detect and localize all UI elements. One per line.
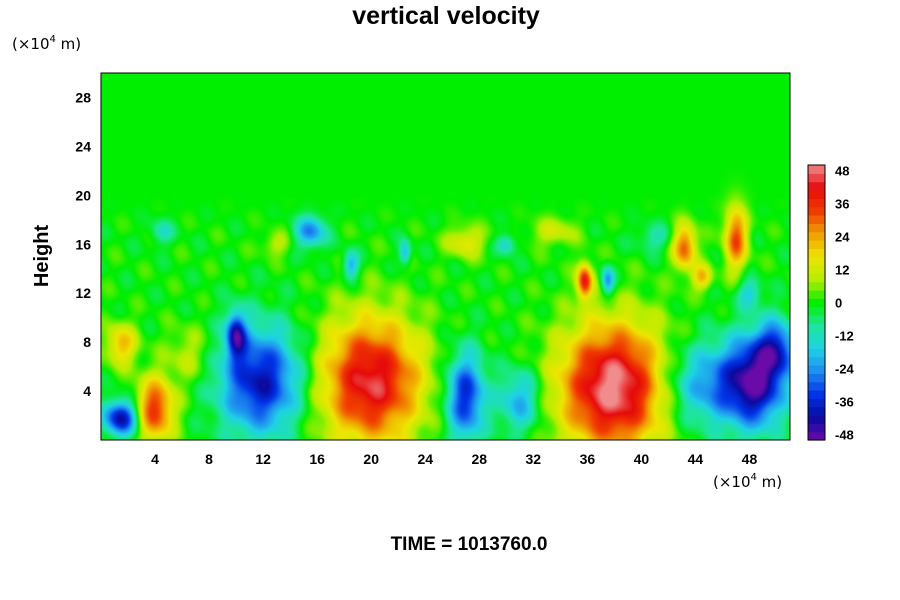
colorbar-swatch bbox=[808, 373, 825, 383]
colorbar-swatch bbox=[808, 265, 825, 274]
colorbar-swatch bbox=[808, 290, 825, 299]
colorbar-swatch bbox=[808, 173, 825, 183]
colorbar-swatch bbox=[808, 223, 825, 233]
colorbar-swatch bbox=[808, 306, 825, 316]
y-tick-label: 12 bbox=[75, 285, 91, 301]
x-tick-label: 32 bbox=[526, 451, 542, 467]
colorbar-swatch bbox=[808, 348, 825, 358]
colorbar-swatch bbox=[808, 206, 825, 216]
colorbar-swatch bbox=[808, 298, 825, 308]
y-tick-label: 4 bbox=[83, 383, 91, 399]
colorbar-swatch bbox=[808, 406, 825, 416]
colorbar-tick-label: 36 bbox=[835, 197, 849, 212]
colorbar-swatch bbox=[808, 365, 825, 374]
y-axis-unit: (×104 m) bbox=[12, 34, 81, 53]
y-tick-labels: 4 8 12 16 20 24 28 bbox=[75, 89, 91, 399]
colorbar-swatch bbox=[808, 231, 825, 241]
colorbar-tick-labels: 48 36 24 12 0 -12 -24 -36 -48 bbox=[835, 164, 855, 443]
y-tick-label: 8 bbox=[83, 334, 91, 350]
x-axis-unit: (×104 m) bbox=[713, 472, 782, 491]
colorbar bbox=[807, 164, 826, 441]
x-tick-label: 16 bbox=[309, 451, 325, 467]
colorbar-swatch bbox=[808, 256, 825, 266]
colorbar-swatch bbox=[808, 165, 825, 174]
x-tick-labels: 4 8 12 16 20 24 28 32 36 40 44 48 bbox=[151, 451, 757, 467]
colorbar-swatch bbox=[808, 273, 825, 283]
colorbar-swatch bbox=[808, 390, 825, 399]
chart-title: vertical velocity bbox=[352, 2, 540, 30]
colorbar-swatch bbox=[808, 198, 825, 208]
x-tick-label: 20 bbox=[363, 451, 379, 467]
velocity-field bbox=[101, 73, 790, 440]
colorbar-tick-label: 0 bbox=[835, 296, 842, 311]
colorbar-tick-label: -24 bbox=[835, 362, 855, 377]
colorbar-swatch bbox=[808, 190, 825, 199]
colorbar-tick-label: 12 bbox=[835, 263, 849, 278]
colorbar-swatch bbox=[808, 331, 825, 341]
colorbar-tick-label: -12 bbox=[835, 329, 854, 344]
colorbar-swatch bbox=[808, 323, 825, 333]
x-tick-label: 24 bbox=[417, 451, 433, 467]
x-tick-label: 12 bbox=[255, 451, 271, 467]
y-axis-label: Height bbox=[31, 225, 53, 288]
y-tick-label: 20 bbox=[75, 187, 91, 203]
colorbar-frame bbox=[807, 164, 826, 441]
colorbar-tick-label: -36 bbox=[835, 395, 854, 410]
x-tick-label: 40 bbox=[634, 451, 650, 467]
colorbar-swatch bbox=[808, 181, 825, 191]
y-tick-label: 28 bbox=[75, 89, 91, 105]
y-tick-label: 24 bbox=[75, 138, 91, 154]
colorbar-swatch bbox=[808, 215, 825, 224]
colorbar-swatch bbox=[808, 356, 825, 366]
x-tick-label: 28 bbox=[471, 451, 487, 467]
colorbar-swatch bbox=[808, 431, 825, 441]
colorbar-swatch bbox=[808, 240, 825, 249]
colorbar-tick-label: 24 bbox=[835, 230, 850, 245]
x-tick-label: 48 bbox=[742, 451, 758, 467]
colorbar-swatch bbox=[808, 281, 825, 291]
x-tick-label: 36 bbox=[580, 451, 596, 467]
colorbar-swatch bbox=[808, 315, 825, 324]
colorbar-swatch bbox=[808, 423, 825, 433]
colorbar-tick-label: 48 bbox=[835, 164, 849, 179]
colorbar-swatch bbox=[808, 415, 825, 424]
plot-frame bbox=[100, 72, 791, 441]
x-tick-label: 4 bbox=[151, 451, 159, 467]
time-label: TIME = 1013760.0 bbox=[391, 534, 548, 555]
x-tick-label: 44 bbox=[688, 451, 704, 467]
colorbar-swatch bbox=[808, 248, 825, 258]
plot-area bbox=[101, 73, 790, 440]
y-tick-label: 16 bbox=[75, 236, 91, 252]
colorbar-swatch bbox=[808, 398, 825, 408]
colorbar-swatch bbox=[808, 340, 825, 349]
colorbar-tick-label: -48 bbox=[835, 428, 854, 443]
colorbar-swatch bbox=[808, 381, 825, 391]
x-tick-label: 8 bbox=[205, 451, 213, 467]
